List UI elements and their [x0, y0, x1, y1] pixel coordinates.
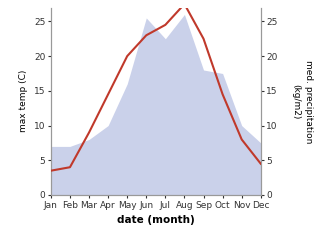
- X-axis label: date (month): date (month): [117, 215, 195, 225]
- Y-axis label: med. precipitation
(kg/m2): med. precipitation (kg/m2): [292, 60, 313, 143]
- Y-axis label: max temp (C): max temp (C): [19, 70, 28, 132]
